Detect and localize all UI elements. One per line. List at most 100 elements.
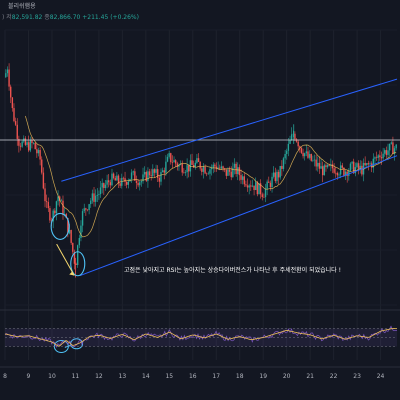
candle-body (215, 166, 218, 169)
candle-body (183, 172, 185, 174)
candle-body (348, 170, 350, 176)
candle-body (338, 174, 340, 176)
candle-body (207, 173, 210, 175)
candle-body (214, 164, 216, 167)
candle-body (206, 173, 208, 175)
candle-body (104, 184, 107, 189)
candle-body (117, 175, 120, 184)
candle-body (184, 172, 187, 173)
x-tick-label: 19 (259, 373, 267, 380)
candle-body (256, 182, 259, 195)
candle-body (382, 153, 384, 159)
candle-body (259, 183, 262, 195)
candle-body (287, 143, 290, 151)
candle-body (166, 156, 169, 162)
candle-body (238, 167, 241, 176)
candle-body (155, 169, 157, 173)
candle-body (361, 165, 363, 175)
moving-average-line (25, 115, 397, 238)
candle-body (349, 163, 352, 171)
x-tick-label: 9 (27, 373, 31, 380)
candle-body (290, 134, 293, 141)
candle-body (68, 230, 71, 234)
candle-body (230, 171, 232, 178)
candle-body (248, 185, 250, 188)
candle-body (5, 73, 7, 78)
candle-body (385, 150, 388, 155)
candle-body (57, 196, 59, 202)
candle-body (52, 210, 54, 222)
candle-body (228, 169, 231, 172)
candle-body (279, 165, 281, 178)
candle-body (375, 157, 378, 158)
candle-body (333, 168, 335, 173)
candle-body (372, 158, 375, 168)
candle-body (313, 159, 316, 161)
candle-body (395, 144, 397, 149)
candle-body (41, 159, 43, 173)
candle-body (153, 169, 156, 173)
candle-body (222, 166, 224, 169)
candle-body (21, 141, 23, 147)
candle-body (163, 170, 165, 173)
candle-body (261, 194, 263, 198)
candle-body (294, 133, 296, 140)
candle-body (331, 164, 334, 169)
x-tick-label: 10 (48, 373, 56, 380)
candle-body (243, 176, 245, 185)
candle-body (14, 121, 17, 125)
candle-body (297, 141, 299, 147)
candle-body (317, 162, 319, 167)
ohlc-readout: ) 저82,591.82 종82,866.70 +211.45 (+0.26%) (2, 12, 139, 21)
x-tick-label: 8 (3, 373, 7, 380)
rsi-line (4, 325, 398, 349)
candle-body (165, 161, 167, 173)
candle-body (204, 166, 206, 174)
candle-body (388, 143, 391, 151)
candle-body (281, 165, 283, 169)
candle-body (135, 180, 138, 184)
candle-body (392, 142, 394, 154)
candle-body (357, 163, 360, 169)
candle-body (284, 154, 286, 159)
candle-body (173, 160, 175, 163)
candle-body (161, 170, 164, 173)
candle-body (130, 172, 133, 179)
channel-lower-line (79, 155, 398, 277)
candle-body (312, 160, 314, 161)
candle-body (174, 160, 177, 164)
x-tick-label: 16 (189, 373, 197, 380)
candle-body (191, 160, 193, 165)
candle-body (147, 171, 149, 182)
candle-body (359, 165, 361, 169)
candle-body (78, 238, 81, 246)
candle-body (250, 185, 252, 187)
candle-body (310, 154, 312, 161)
x-tick-label: 12 (95, 373, 103, 380)
candle-body (44, 188, 46, 202)
candle-body (83, 208, 85, 212)
candle-body (168, 153, 170, 157)
channel-upper-line (61, 78, 398, 182)
candle-body (181, 163, 183, 173)
candle-body (142, 174, 144, 182)
candle-body (90, 200, 92, 205)
candle-body (235, 163, 237, 175)
candle-body (158, 178, 161, 182)
change-value: +211.45 (+0.26%) (82, 14, 139, 21)
candle-body (356, 163, 358, 168)
candle-body (94, 195, 97, 202)
candle-body (351, 161, 353, 164)
candle-body (55, 201, 58, 214)
candle-body (219, 167, 221, 169)
candle-body (170, 153, 172, 163)
candle-body (377, 155, 379, 158)
candle-body (245, 184, 247, 186)
candle-body (80, 225, 82, 239)
candle-body (289, 140, 291, 144)
candle-body (225, 169, 228, 176)
candle-body (150, 175, 152, 177)
candle-body (390, 142, 392, 144)
x-tick-label: 13 (119, 373, 127, 380)
